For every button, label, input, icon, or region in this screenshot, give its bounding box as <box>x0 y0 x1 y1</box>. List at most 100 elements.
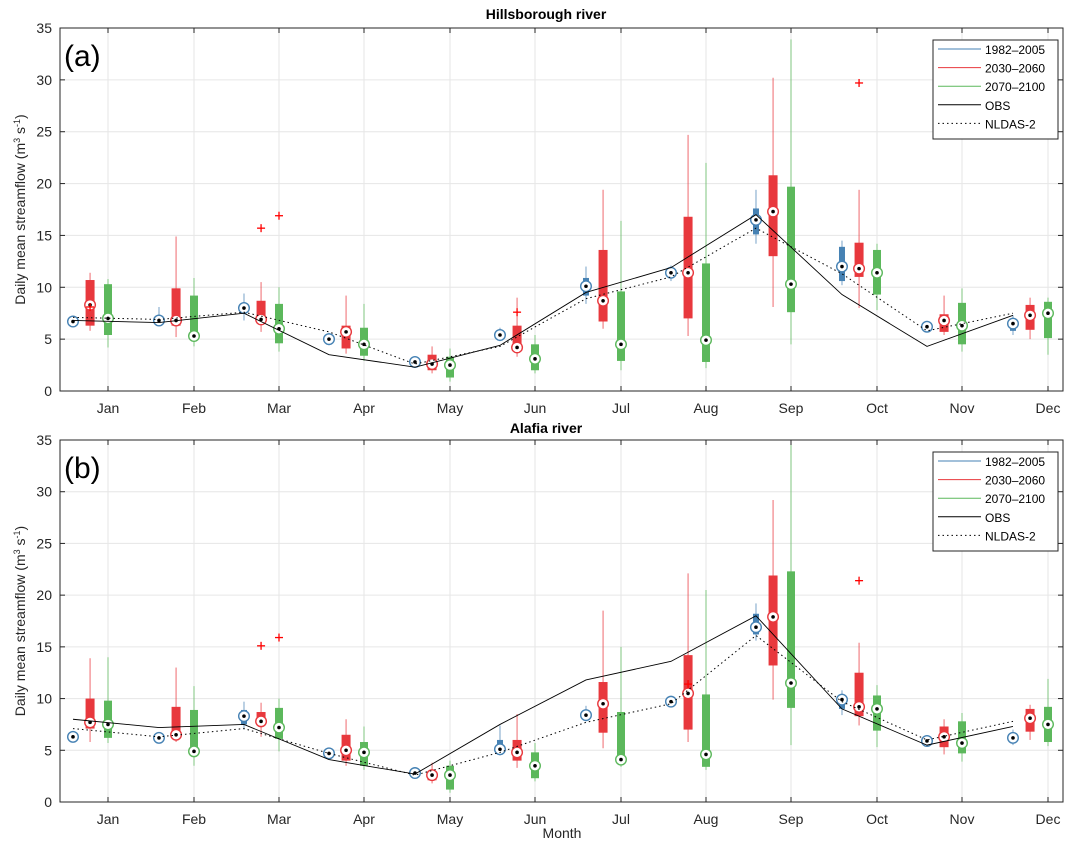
x-tick-label: May <box>437 811 463 827</box>
box-iqr <box>104 284 112 335</box>
x-tick-label: Jan <box>97 811 120 827</box>
outlier-marker <box>855 576 864 585</box>
box-median-dot <box>259 317 263 322</box>
box-1982–2005 <box>920 320 933 333</box>
box-median-dot <box>840 697 844 702</box>
box-1982–2005 <box>664 695 677 708</box>
x-tick-label: Jan <box>97 400 120 416</box>
axes-frame <box>59 439 1064 803</box>
box-median-dot <box>448 773 452 777</box>
box-median-dot <box>754 218 758 222</box>
outlier-marker <box>86 302 95 311</box>
box-iqr <box>702 263 710 362</box>
box-median-dot <box>875 707 879 711</box>
legend-frame <box>932 451 1059 552</box>
box-median-dot <box>498 747 502 752</box>
box-median-dot <box>259 719 263 724</box>
plot-area: 0 5 10 15 20 25 30 35 Jan Feb Mar Apr May Jun Jul Aug Se… <box>12 432 1064 827</box>
box-2030–2060 <box>938 295 951 335</box>
box-2070–2100 <box>785 442 798 746</box>
x-tick-label: Jun <box>524 811 547 827</box>
y-axis-label: Daily mean streamflow (m3 s-1) <box>12 526 28 716</box>
box-2030–2060 <box>767 499 780 700</box>
box-iqr <box>1044 301 1052 339</box>
box-2070–2100 <box>615 646 628 767</box>
legend-frame <box>932 39 1059 140</box>
panel-label: (a) <box>64 40 101 73</box>
box-1982–2005 <box>493 725 506 756</box>
box-median-dot <box>857 705 861 709</box>
panel-b: Alafia river 0 5 10 15 20 25 30 35 Jan Feb Mar Apr M… <box>12 420 1064 827</box>
x-tick-label: Jun <box>524 400 547 416</box>
y-tick-label: 15 <box>36 639 52 655</box>
box-2030–2060 <box>255 282 268 332</box>
x-tick-label: Apr <box>353 400 375 416</box>
y-axis-label-part: Daily mean streamflow (m <box>12 143 28 305</box>
box-median-dot <box>875 270 879 275</box>
box-median-dot <box>789 282 793 286</box>
legend: 1982–2005 2030–2060 2070–2100 OBS NLDAS-2 <box>932 451 1059 552</box>
x-tick-label: Jul <box>612 811 630 827</box>
panel-title: Hillsborough river <box>486 6 607 22</box>
box-median-dot <box>584 713 588 717</box>
panel-a: Hillsborough river 0 5 10 15 20 25 30 35 Jan Feb M… <box>12 6 1064 416</box>
box-median-dot <box>362 750 366 755</box>
box-iqr <box>854 672 864 717</box>
outlier-marker <box>855 78 864 87</box>
box-median-dot <box>413 360 417 364</box>
box-1982–2005 <box>322 332 335 346</box>
box-iqr <box>702 694 710 767</box>
box-1982–2005 <box>835 690 848 716</box>
box-2030–2060 <box>682 573 695 743</box>
box-1982–2005 <box>408 355 421 368</box>
x-tick-label: Aug <box>694 811 719 827</box>
y-axis-label-part: ) <box>12 526 28 531</box>
box-median-dot <box>1028 716 1032 721</box>
panel-title: Alafia river <box>510 420 583 436</box>
box-1982–2005 <box>1006 729 1019 746</box>
box-1982–2005 <box>237 293 250 321</box>
y-tick-label: 30 <box>36 484 52 500</box>
box-median-dot <box>840 264 844 269</box>
box-2070–2100 <box>444 348 457 382</box>
outlier-marker <box>513 308 522 317</box>
y-tick-label: 25 <box>36 124 52 140</box>
box-median-dot <box>242 306 246 310</box>
legend-label: NLDAS-2 <box>985 529 1036 543</box>
box-2030–2060 <box>170 236 183 338</box>
box-median-dot <box>88 720 92 725</box>
box-2070–2100 <box>273 698 286 752</box>
axes-frame <box>59 27 1064 392</box>
box-median-dot <box>754 625 758 630</box>
box-median-dot <box>771 209 775 214</box>
y-tick-label: 10 <box>36 691 52 707</box>
y-tick-label: 30 <box>36 72 52 88</box>
legend-label: 1982–2005 <box>985 455 1045 469</box>
x-tick-label: Feb <box>182 811 206 827</box>
legend-label: 1982–2005 <box>985 43 1045 57</box>
box-2030–2060 <box>426 762 439 784</box>
box-median-dot <box>686 691 690 696</box>
box-median-dot <box>704 752 708 757</box>
box-median-dot <box>960 741 964 745</box>
box-median-dot <box>1011 736 1015 740</box>
y-tick-label: 35 <box>36 432 52 448</box>
outlier-marker <box>684 680 693 689</box>
box-median-dot <box>242 714 246 718</box>
legend-label: 2030–2060 <box>985 474 1045 488</box>
box-1982–2005 <box>322 747 335 760</box>
box-2030–2060 <box>597 189 610 329</box>
box-median-dot <box>327 337 331 341</box>
outlier-marker <box>275 633 283 642</box>
box-median-dot <box>857 266 861 271</box>
box-median-dot <box>192 749 196 754</box>
nldas-line <box>72 634 1014 776</box>
y-tick-label: 15 <box>36 227 52 243</box>
legend: 1982–2005 2030–2060 2070–2100 OBS NLDAS-2 <box>932 39 1059 140</box>
box-2070–2100 <box>785 39 798 345</box>
box-median-dot <box>942 735 946 739</box>
box-2070–2100 <box>101 278 114 348</box>
box-2070–2100 <box>358 726 371 770</box>
box-median-dot <box>601 298 605 303</box>
y-tick-label: 5 <box>44 331 52 347</box>
